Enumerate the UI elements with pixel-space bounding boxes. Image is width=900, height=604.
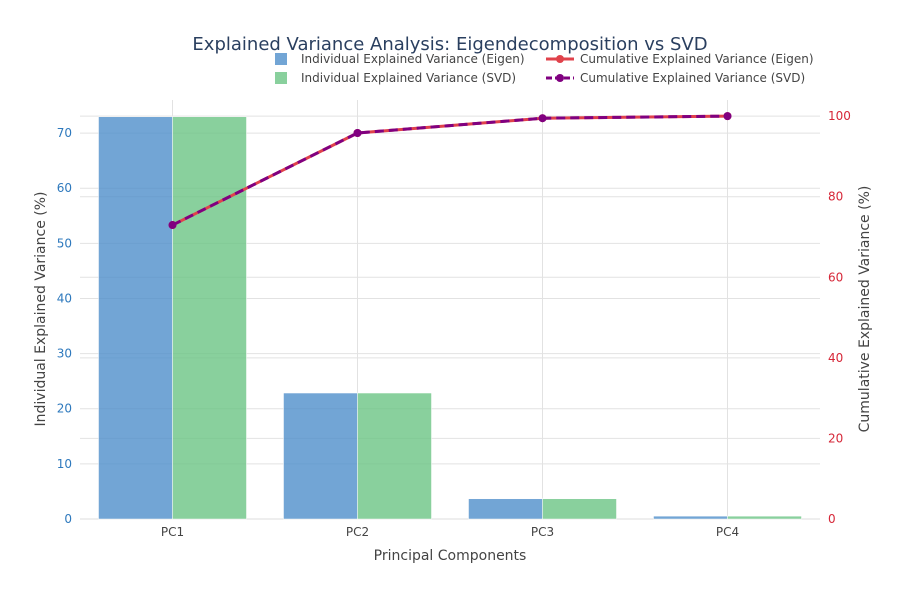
legend[interactable]: Individual Explained Variance (Eigen) Cum… [275, 52, 814, 85]
bar [468, 498, 543, 520]
cumulative-line-eigen [171, 114, 728, 227]
y-axis-label: Individual Explained Variance (%) [33, 192, 49, 427]
legend-label: Cumulative Explained Variance (Eigen) [580, 52, 814, 66]
legend-marker [556, 74, 564, 82]
y-tick-label: 10 [57, 457, 72, 471]
bar [357, 392, 432, 520]
line-point [538, 114, 547, 123]
x-tick-label: PC2 [346, 525, 369, 539]
y2-tick-label: 20 [828, 431, 843, 445]
axes: 0 10 20 30 40 50 60 70 0 20 40 60 80 100 PC1 PC2 PC3 PC4 [57, 109, 851, 539]
legend-swatch [275, 72, 287, 84]
line-point [353, 128, 362, 137]
cumulative-line-svd [171, 114, 728, 227]
y2-tick-label: 100 [828, 109, 851, 123]
bar [542, 498, 617, 520]
x-tick-label: PC4 [716, 525, 739, 539]
legend-swatch [275, 53, 287, 65]
x-tick-label: PC1 [161, 525, 184, 539]
y2-tick-label: 80 [828, 190, 843, 204]
legend-label: Individual Explained Variance (SVD) [301, 71, 516, 85]
legend-label: Cumulative Explained Variance (SVD) [580, 71, 805, 85]
x-tick-label: PC3 [531, 525, 554, 539]
bar [653, 515, 728, 520]
line-point [723, 112, 732, 121]
y-tick-label: 50 [57, 236, 72, 250]
bar [727, 515, 802, 520]
bar [283, 392, 358, 520]
y2-tick-label: 0 [828, 512, 836, 526]
cumulative-lines [168, 112, 732, 230]
bar [172, 116, 247, 520]
chart-title: Explained Variance Analysis: Eigendecomp… [192, 34, 707, 55]
y-tick-label: 0 [64, 512, 72, 526]
x-axis-label: Principal Components [374, 548, 527, 564]
bars [98, 116, 802, 520]
y-tick-label: 70 [57, 126, 72, 140]
legend-label: Individual Explained Variance (Eigen) [301, 52, 525, 66]
y-tick-label: 20 [57, 402, 72, 416]
y-tick-label: 30 [57, 347, 72, 361]
y2-tick-label: 60 [828, 270, 843, 284]
y-tick-label: 60 [57, 181, 72, 195]
legend-marker [556, 55, 564, 63]
bar [98, 116, 173, 520]
y2-axis-label: Cumulative Explained Variance (%) [857, 186, 873, 433]
line-point [168, 221, 177, 230]
y-tick-label: 40 [57, 291, 72, 305]
y2-tick-label: 40 [828, 351, 843, 365]
